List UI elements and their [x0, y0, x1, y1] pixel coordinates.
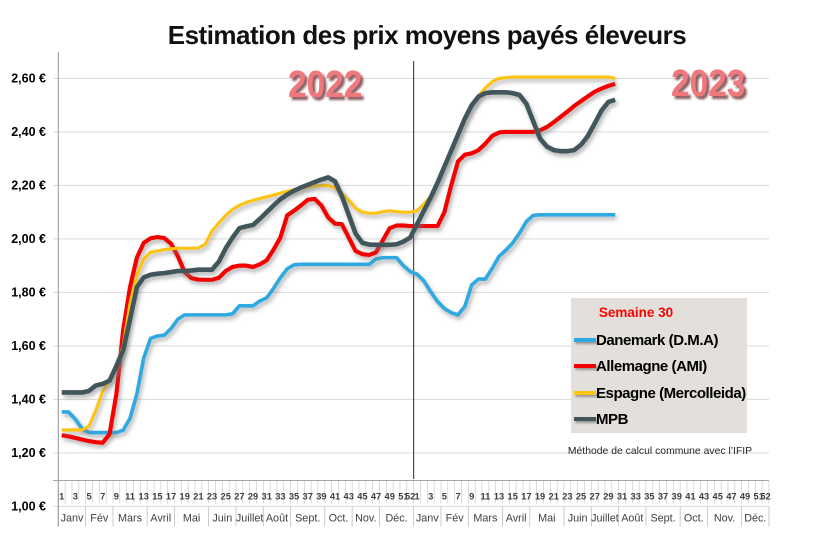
svg-text:27: 27 — [234, 492, 244, 502]
svg-text:2,60 €: 2,60 € — [11, 72, 46, 86]
svg-text:21: 21 — [193, 492, 203, 502]
svg-text:Juin: Juin — [212, 513, 232, 525]
svg-text:1,40 €: 1,40 € — [11, 393, 46, 407]
svg-text:35: 35 — [289, 492, 299, 502]
svg-text:11: 11 — [125, 492, 135, 502]
svg-text:1,60 €: 1,60 € — [11, 339, 46, 353]
svg-text:Oct.: Oct. — [329, 513, 349, 525]
svg-text:29: 29 — [603, 492, 613, 502]
svg-text:19: 19 — [535, 492, 545, 502]
svg-text:41: 41 — [330, 492, 340, 502]
svg-text:37: 37 — [303, 492, 313, 502]
svg-text:43: 43 — [699, 492, 709, 502]
svg-text:17: 17 — [521, 492, 531, 502]
svg-text:13: 13 — [494, 492, 504, 502]
svg-text:1: 1 — [414, 492, 419, 502]
svg-text:3: 3 — [73, 492, 78, 502]
svg-text:33: 33 — [275, 492, 285, 502]
svg-text:2,40 €: 2,40 € — [11, 125, 46, 139]
svg-text:Déc.: Déc. — [744, 513, 766, 525]
svg-text:Juillet: Juillet — [591, 513, 619, 525]
svg-text:25: 25 — [221, 492, 231, 502]
svg-text:47: 47 — [726, 492, 736, 502]
svg-text:33: 33 — [631, 492, 641, 502]
svg-text:49: 49 — [740, 492, 750, 502]
svg-text:7: 7 — [100, 492, 105, 502]
svg-text:13: 13 — [139, 492, 149, 502]
svg-text:Fév: Fév — [446, 513, 465, 525]
svg-text:Avril: Avril — [506, 513, 527, 525]
svg-text:Sept.: Sept. — [295, 513, 320, 525]
svg-text:51: 51 — [754, 492, 764, 502]
svg-text:1,20 €: 1,20 € — [11, 446, 46, 460]
svg-text:23: 23 — [207, 492, 217, 502]
svg-text:Juillet: Juillet — [236, 513, 264, 525]
svg-text:Janv: Janv — [416, 513, 439, 525]
svg-text:2,00 €: 2,00 € — [11, 232, 46, 246]
svg-text:1,00 €: 1,00 € — [11, 500, 46, 514]
svg-text:19: 19 — [180, 492, 190, 502]
svg-text:Mai: Mai — [538, 513, 555, 525]
svg-text:Août: Août — [621, 513, 643, 525]
svg-text:17: 17 — [166, 492, 176, 502]
svg-text:39: 39 — [672, 492, 682, 502]
svg-text:35: 35 — [644, 492, 654, 502]
svg-text:Oct.: Oct. — [684, 513, 704, 525]
svg-text:31: 31 — [262, 492, 272, 502]
svg-text:45: 45 — [357, 492, 367, 502]
svg-text:2,20 €: 2,20 € — [11, 179, 46, 193]
svg-text:27: 27 — [590, 492, 600, 502]
svg-text:Fév: Fév — [90, 513, 109, 525]
svg-text:15: 15 — [508, 492, 518, 502]
svg-text:51: 51 — [398, 492, 408, 502]
svg-text:3: 3 — [428, 492, 433, 502]
svg-text:47: 47 — [371, 492, 381, 502]
svg-text:7: 7 — [455, 492, 460, 502]
svg-text:41: 41 — [685, 492, 695, 502]
svg-text:29: 29 — [248, 492, 258, 502]
svg-text:52: 52 — [405, 492, 415, 502]
svg-text:5: 5 — [442, 492, 447, 502]
svg-text:39: 39 — [316, 492, 326, 502]
svg-text:Nov.: Nov. — [714, 513, 735, 525]
svg-text:Mars: Mars — [473, 513, 498, 525]
svg-text:23: 23 — [562, 492, 572, 502]
svg-text:31: 31 — [617, 492, 627, 502]
svg-text:Mars: Mars — [118, 513, 143, 525]
svg-text:1,80 €: 1,80 € — [11, 286, 46, 300]
svg-text:Nov.: Nov. — [355, 513, 376, 525]
svg-text:Déc.: Déc. — [385, 513, 407, 525]
svg-text:9: 9 — [469, 492, 474, 502]
svg-text:43: 43 — [344, 492, 354, 502]
svg-text:1: 1 — [59, 492, 64, 502]
svg-text:Août: Août — [266, 513, 288, 525]
svg-text:15: 15 — [152, 492, 162, 502]
svg-text:45: 45 — [713, 492, 723, 502]
svg-text:21: 21 — [549, 492, 559, 502]
svg-text:5: 5 — [86, 492, 91, 502]
svg-text:Avril: Avril — [150, 513, 171, 525]
svg-text:9: 9 — [114, 492, 119, 502]
svg-text:Juin: Juin — [568, 513, 588, 525]
svg-text:25: 25 — [576, 492, 586, 502]
svg-text:11: 11 — [480, 492, 490, 502]
svg-text:Mai: Mai — [183, 513, 200, 525]
svg-text:Janv: Janv — [61, 513, 84, 525]
svg-text:Sept.: Sept. — [650, 513, 675, 525]
svg-text:52: 52 — [760, 492, 770, 502]
svg-text:37: 37 — [658, 492, 668, 502]
svg-text:49: 49 — [385, 492, 395, 502]
